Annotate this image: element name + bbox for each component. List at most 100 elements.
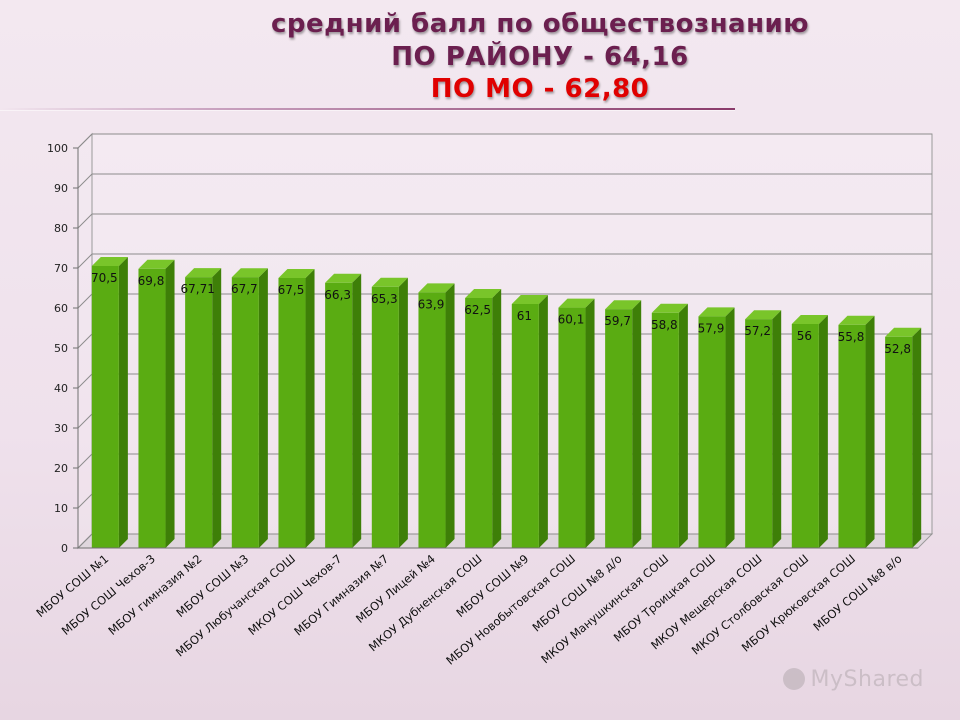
bar-side bbox=[118, 257, 128, 548]
bar-side bbox=[912, 327, 922, 548]
bar bbox=[278, 278, 306, 548]
bar-side bbox=[305, 269, 315, 548]
gridline-diagonal bbox=[77, 133, 93, 149]
bar-top bbox=[231, 268, 268, 278]
bar-value-label: 66,3 bbox=[324, 288, 351, 302]
title-divider bbox=[0, 108, 735, 110]
y-tick-label: 80 bbox=[54, 222, 68, 235]
bar bbox=[605, 309, 633, 548]
title-divider-shadow bbox=[0, 110, 735, 111]
y-tick-label: 40 bbox=[54, 382, 68, 395]
gridline-diagonal bbox=[77, 493, 93, 509]
bar-side bbox=[772, 310, 782, 548]
bar bbox=[885, 336, 913, 548]
bar-side bbox=[258, 268, 268, 548]
title-line-2: ПО РАЙОНУ - 64,16 bbox=[391, 41, 689, 72]
bar-top bbox=[91, 257, 128, 266]
bar-top bbox=[138, 259, 175, 269]
bar bbox=[838, 324, 866, 548]
bar-value-label: 57,2 bbox=[744, 324, 771, 338]
gridline-diagonal bbox=[77, 293, 93, 309]
bar-top bbox=[325, 273, 362, 283]
bar-value-label: 70,5 bbox=[91, 271, 118, 285]
bar-top bbox=[838, 315, 875, 325]
bar bbox=[465, 298, 493, 548]
bar-value-label: 67,71 bbox=[180, 282, 214, 296]
bar-top bbox=[651, 303, 688, 313]
bar bbox=[418, 292, 446, 548]
gridline-diagonal bbox=[77, 333, 93, 349]
bar-top bbox=[278, 269, 315, 278]
gridline-diagonal bbox=[77, 173, 93, 189]
bar bbox=[791, 324, 819, 548]
gridline-diagonal bbox=[77, 253, 93, 269]
y-tick-label: 20 bbox=[54, 462, 68, 475]
bar-side bbox=[818, 315, 828, 548]
y-tick-label: 70 bbox=[54, 262, 68, 275]
bar-side bbox=[212, 268, 222, 548]
bar bbox=[325, 282, 353, 548]
bar-top bbox=[791, 315, 828, 324]
bar-value-label: 58,8 bbox=[651, 318, 678, 332]
y-tick-label: 50 bbox=[54, 342, 68, 355]
bar-top bbox=[185, 268, 222, 278]
bar-value-label: 61 bbox=[517, 309, 532, 323]
bar-top bbox=[511, 295, 548, 304]
bar-top bbox=[558, 298, 595, 308]
bar-side bbox=[352, 273, 362, 548]
bar-value-label: 69,8 bbox=[138, 274, 165, 288]
bar-value-label: 62,5 bbox=[464, 303, 491, 317]
bar-side bbox=[725, 307, 735, 548]
bar-side bbox=[492, 289, 502, 548]
bar bbox=[138, 268, 166, 548]
bar bbox=[698, 316, 726, 548]
gridline-diagonal bbox=[77, 453, 93, 469]
bar-top bbox=[745, 310, 782, 320]
bar-side bbox=[632, 300, 642, 548]
bar-side bbox=[865, 315, 875, 548]
bar bbox=[185, 277, 213, 548]
y-tick-label: 60 bbox=[54, 302, 68, 315]
bar-top bbox=[605, 300, 642, 310]
bar-value-label: 67,7 bbox=[231, 282, 258, 296]
watermark-logo: MyShared bbox=[782, 667, 924, 692]
y-tick-label: 10 bbox=[54, 502, 68, 515]
y-tick-label: 100 bbox=[47, 142, 68, 155]
bar-side bbox=[678, 303, 688, 548]
bar-value-label: 52,8 bbox=[884, 342, 911, 356]
bar bbox=[558, 307, 586, 548]
y-tick-label: 90 bbox=[54, 182, 68, 195]
gridline-diagonal bbox=[77, 213, 93, 229]
bar bbox=[511, 304, 539, 548]
bar bbox=[231, 277, 259, 548]
bar-top bbox=[465, 289, 502, 298]
bar-value-label: 59,7 bbox=[604, 314, 631, 328]
title-line-1: средний балл по обществознанию bbox=[270, 9, 810, 39]
chart-title: средний балл по обществознанию ПО РАЙОНУ… bbox=[200, 8, 880, 106]
bar-side bbox=[398, 277, 408, 548]
title-line-3: ПО МО - 62,80 bbox=[430, 74, 650, 104]
bar-side bbox=[538, 295, 548, 548]
watermark-text: MyShared bbox=[810, 667, 924, 692]
bar-value-label: 56 bbox=[797, 329, 812, 343]
bar-side bbox=[445, 283, 455, 548]
bar bbox=[91, 266, 119, 548]
gridline-diagonal bbox=[77, 373, 93, 389]
bar bbox=[745, 319, 773, 548]
y-tick-label: 30 bbox=[54, 422, 68, 435]
x-tick-label: МБОУ СОШ №8 в/о bbox=[810, 552, 904, 634]
y-tick-label: 0 bbox=[61, 542, 68, 555]
watermark-icon bbox=[782, 668, 805, 690]
bar-value-label: 63,9 bbox=[418, 297, 445, 311]
bar-value-label: 67,5 bbox=[278, 283, 305, 297]
bar-value-label: 57,9 bbox=[698, 321, 725, 335]
gridline-diagonal bbox=[77, 533, 93, 549]
bar-top bbox=[418, 283, 455, 293]
bar-top bbox=[698, 307, 735, 317]
bar-top bbox=[885, 327, 922, 337]
bar-value-label: 55,8 bbox=[838, 330, 865, 344]
gridline-diagonal bbox=[77, 413, 93, 429]
bar bbox=[651, 312, 679, 548]
bar-side bbox=[585, 298, 595, 548]
